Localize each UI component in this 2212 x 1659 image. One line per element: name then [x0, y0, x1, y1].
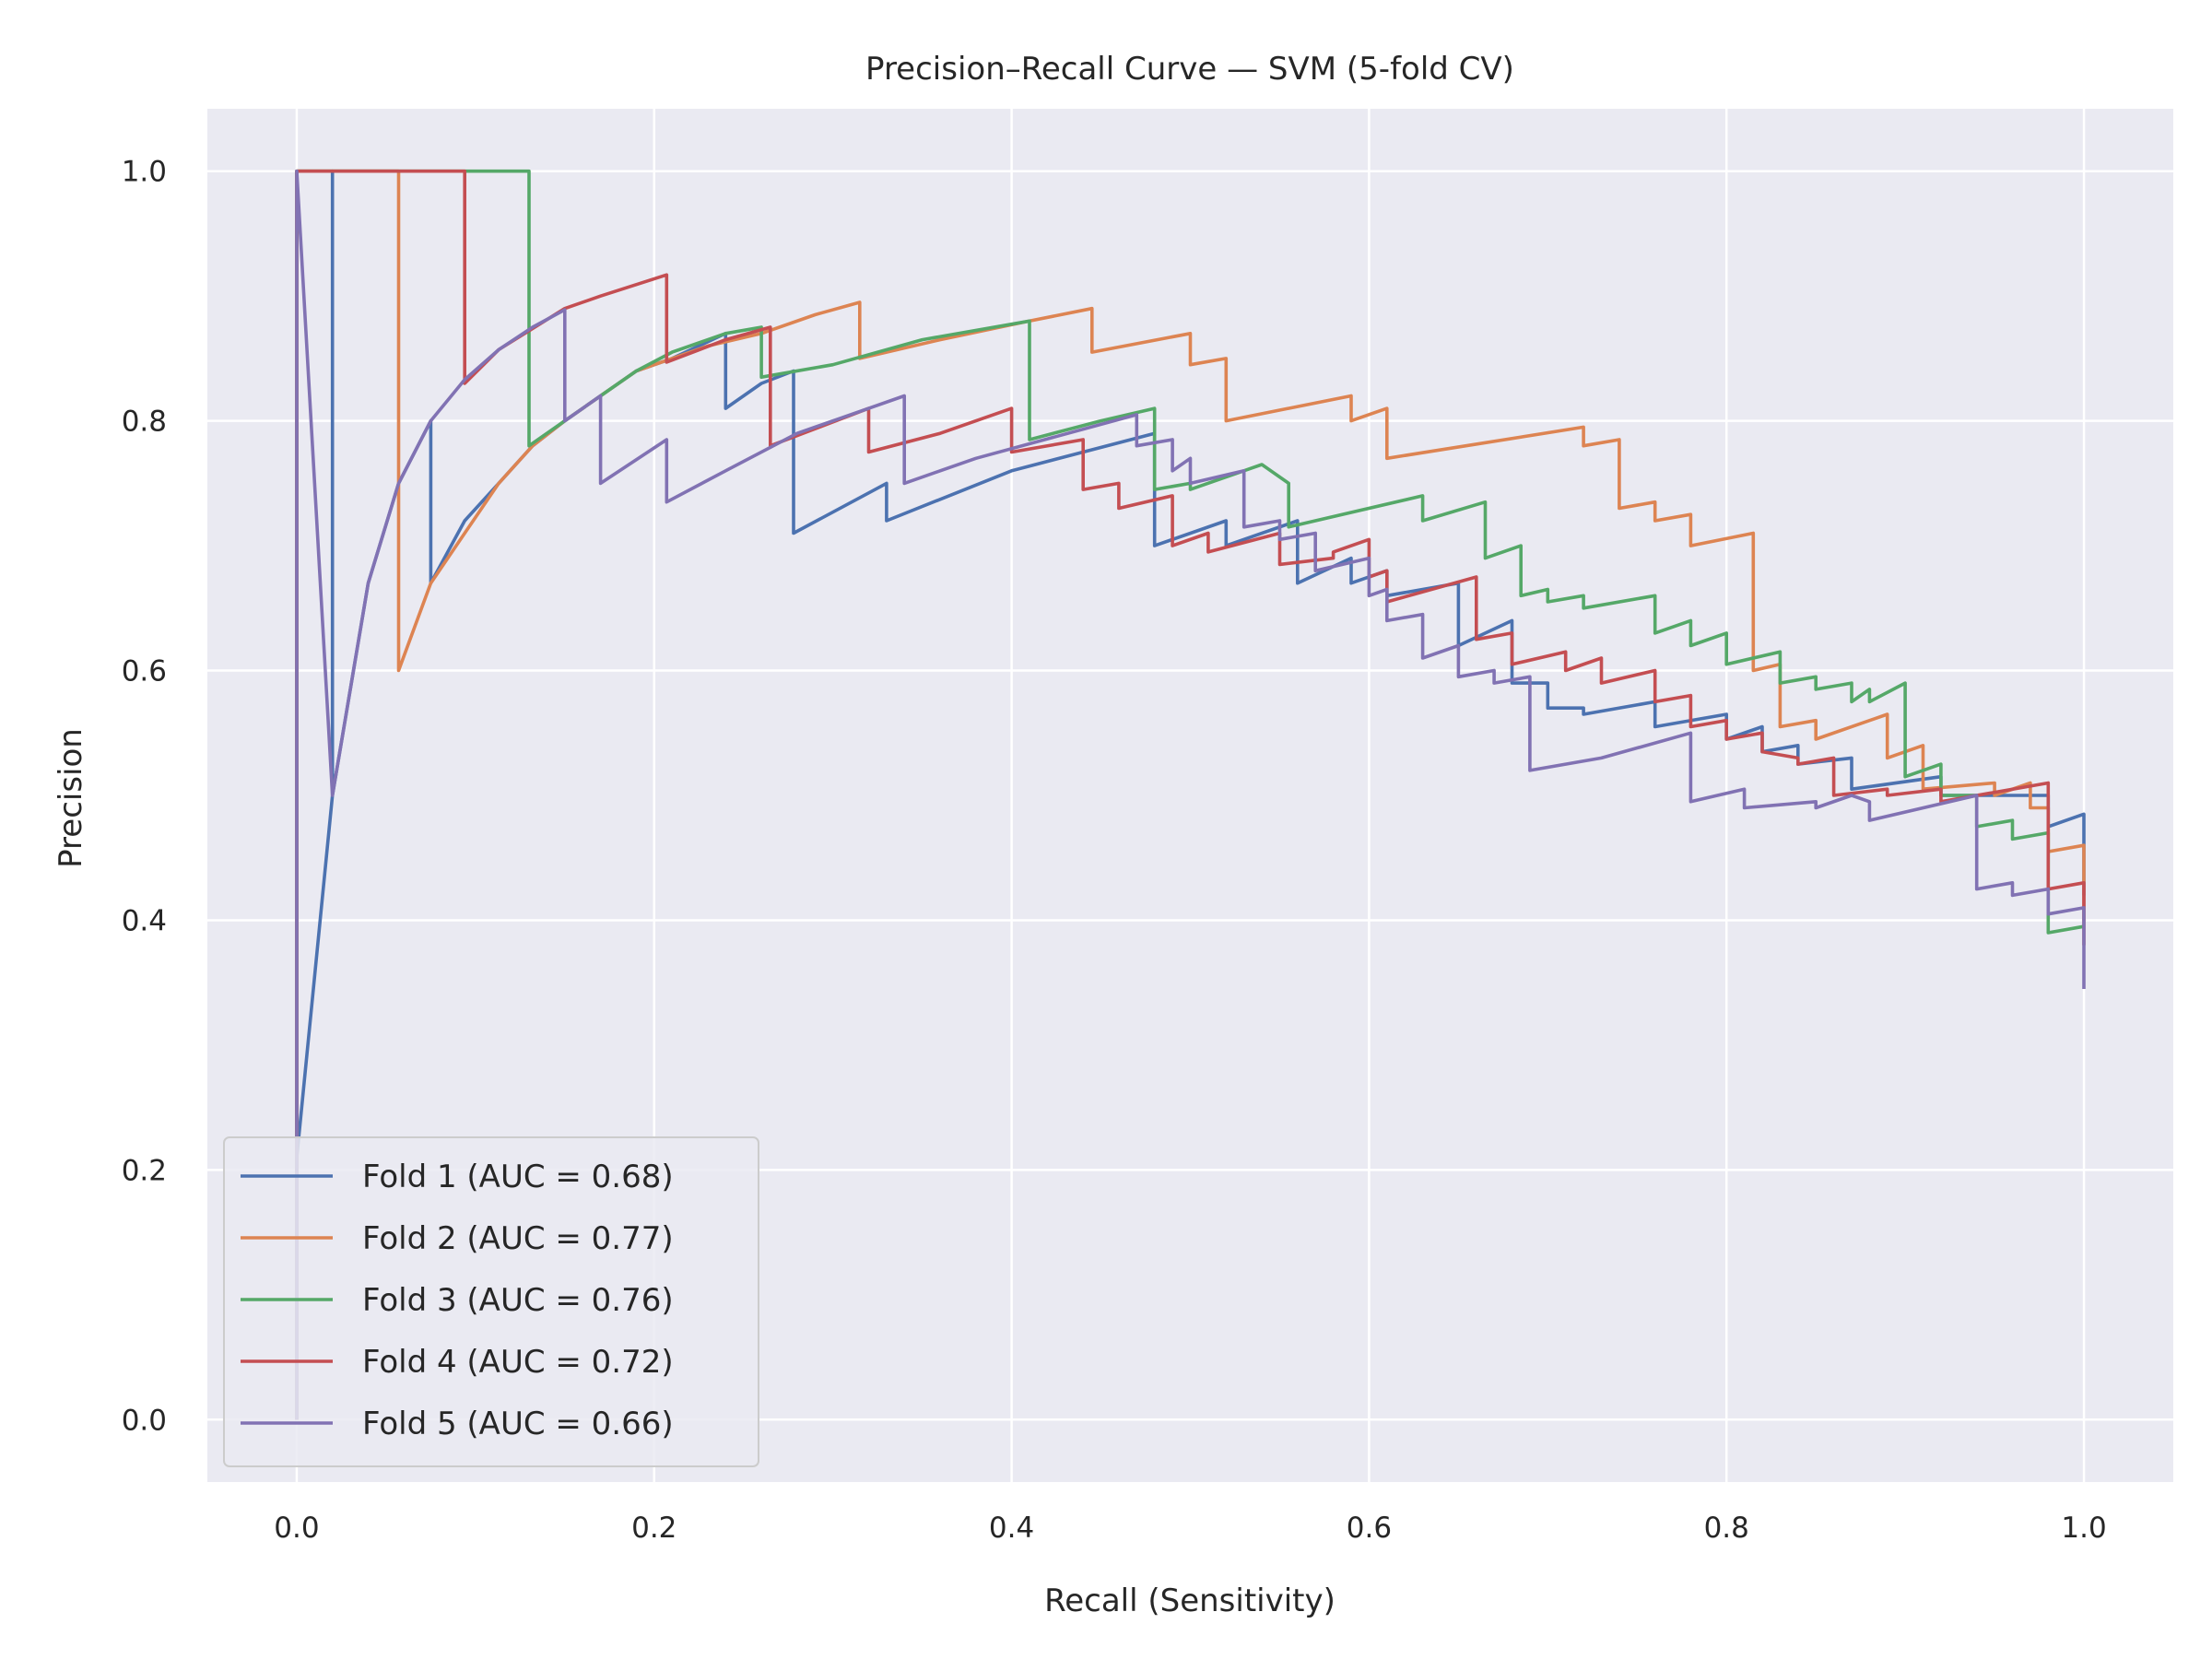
x-tick-label: 1.0 [2061, 1512, 2106, 1545]
y-tick-label: 0.0 [122, 1404, 167, 1437]
legend-label: Fold 5 (AUC = 0.66) [362, 1406, 674, 1442]
legend: Fold 1 (AUC = 0.68) Fold 2 (AUC = 0.77) Fo… [223, 1136, 759, 1467]
legend-label: Fold 4 (AUC = 0.72) [362, 1344, 674, 1381]
series-line-fold-5 [295, 169, 2086, 1420]
y-tick-label: 0.6 [122, 655, 167, 688]
y-tick-label: 0.4 [122, 904, 167, 937]
x-tick-label: 0.4 [989, 1512, 1034, 1545]
x-axis-label: Recall (Sensitivity) [1044, 1583, 1335, 1619]
x-tick-labels: 0.0 0.2 0.4 0.6 0.8 1.0 [274, 1512, 2106, 1545]
y-tick-label: 1.0 [122, 156, 167, 189]
y-axis-label: Precision [53, 728, 89, 868]
series-line-fold-1 [295, 169, 2086, 1420]
legend-label: Fold 1 (AUC = 0.68) [362, 1159, 674, 1195]
x-tick-label: 0.6 [1347, 1512, 1392, 1545]
legend-label: Fold 3 (AUC = 0.76) [362, 1282, 674, 1319]
x-tick-label: 0.8 [1704, 1512, 1749, 1545]
x-tick-label: 0.2 [631, 1512, 677, 1545]
x-tick-label: 0.0 [274, 1512, 319, 1545]
y-tick-label: 0.2 [122, 1154, 167, 1187]
y-tick-label: 0.8 [122, 406, 167, 439]
series-line-fold-3 [295, 169, 2085, 1420]
chart-title: Precision–Recall Curve — SVM (5-fold CV) [865, 51, 1514, 88]
y-tick-labels: 0.0 0.2 0.4 0.6 0.8 1.0 [122, 156, 167, 1438]
curves [295, 169, 2086, 1420]
legend-box [223, 1136, 759, 1467]
legend-label: Fold 2 (AUC = 0.77) [362, 1220, 674, 1257]
